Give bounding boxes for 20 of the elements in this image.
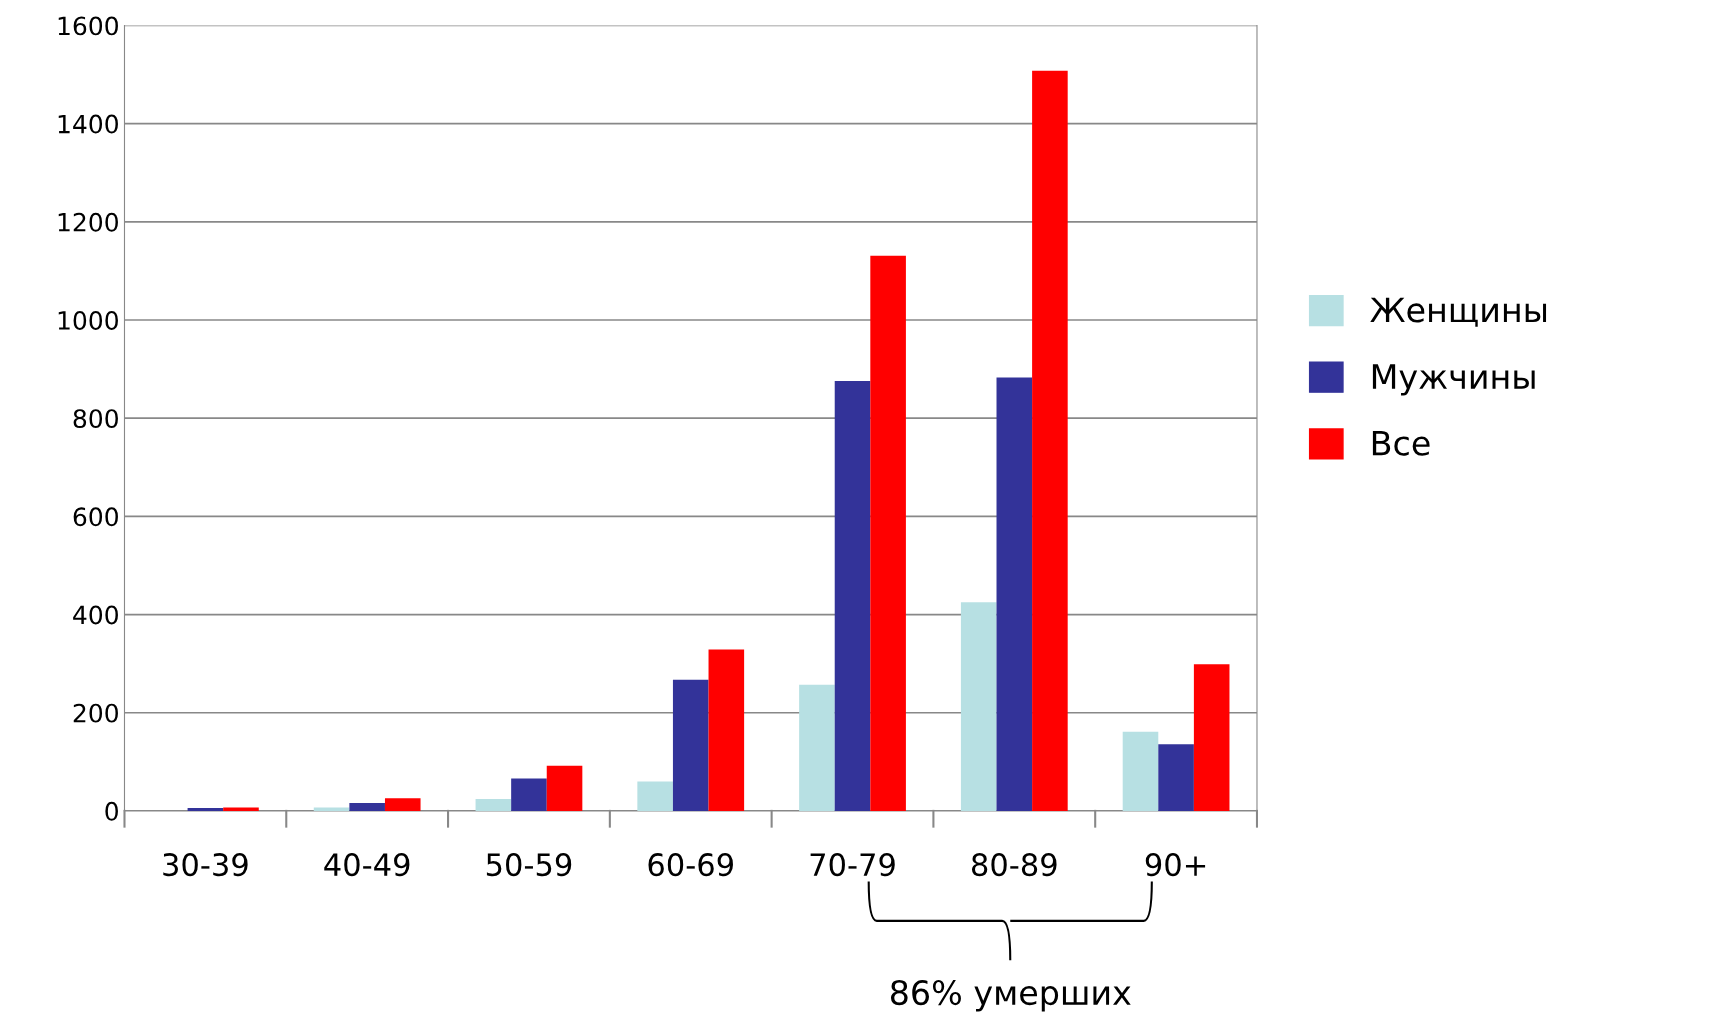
x-tick-label: 70-79	[810, 853, 895, 877]
y-tick-label: 1400	[58, 114, 118, 134]
text: 86% умерших	[890, 979, 1131, 1012]
x-tick-label: 30-39	[163, 853, 248, 877]
legend-label: Все	[1372, 430, 1430, 456]
x-tick-label: 80-89	[971, 853, 1057, 877]
x-tick-label: 50-59	[486, 853, 572, 877]
y-tick-label: 1000	[58, 310, 118, 330]
y-tick-label: 200	[73, 703, 118, 723]
y-tick-label: 400	[73, 605, 118, 625]
x-tick-label: 90+	[1145, 853, 1206, 877]
legend-label: Мужчины	[1372, 364, 1535, 396]
x-tick-label: 40-49	[324, 853, 410, 877]
x-tick-label: 60-69	[648, 853, 733, 877]
legend-label: Женщины	[1370, 297, 1547, 327]
y-tick-label: 0	[105, 801, 118, 821]
y-tick-label: 600	[73, 507, 118, 527]
y-tick-label: 800	[73, 409, 118, 429]
y-tick-label: 1600	[58, 16, 118, 36]
y-tick-label: 1200	[58, 212, 118, 232]
